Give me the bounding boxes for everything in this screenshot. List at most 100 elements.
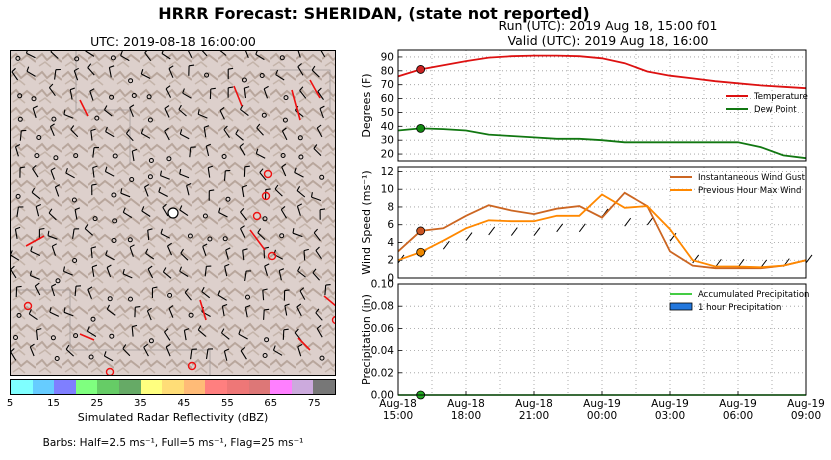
wind-barb-tick [228, 86, 234, 89]
barbs-note: Barbs: Half=2.5 ms⁻¹, Full=5 ms⁻¹, Flag=… [42, 437, 304, 449]
wind-barb-tick [209, 189, 215, 192]
y-axis-label: Wind Speed (ms⁻¹) [360, 170, 373, 274]
wind-barb-icon [273, 349, 283, 356]
calm-station-icon [280, 153, 286, 158]
colorbar-segment [183, 380, 206, 394]
wind-barb-icon [278, 270, 282, 281]
calm-station-icon [146, 94, 152, 100]
wind-barb-icon [221, 332, 230, 340]
wind-barb-icon [74, 209, 78, 220]
calm-station-icon [221, 154, 227, 159]
colorbar-segment [226, 380, 249, 394]
wind-barb-icon [90, 248, 93, 259]
wind-barb-tick [264, 308, 270, 311]
colorbar-tick: 5 [6, 398, 14, 409]
wind-barb-tick [219, 107, 225, 111]
wind-barb-tick [294, 328, 299, 334]
reflectivity-colorbar [10, 379, 336, 395]
wind-barb-tick [70, 125, 75, 130]
wind-barb-icon [106, 267, 112, 278]
wind-barb-icon [168, 68, 174, 78]
wind-barb-icon [205, 145, 210, 157]
wind-barb-tick [122, 268, 125, 275]
wind-barb-tick [228, 67, 234, 70]
series-line [397, 127, 807, 160]
wind-barb-tick [106, 264, 112, 268]
site-location-icon [167, 207, 179, 219]
x-tick-label: 21:00 [519, 410, 549, 422]
wind-barb-tick [292, 228, 295, 234]
wind-barb-icon [296, 206, 301, 216]
wind-barb-icon [91, 266, 95, 277]
wind-barb-icon [225, 249, 229, 260]
wind-barb-icon [147, 230, 150, 241]
calm-station-icon [15, 55, 21, 61]
wind-barb-tick [109, 65, 115, 69]
wind-barb-icon [89, 90, 94, 101]
calm-station-icon [17, 116, 23, 122]
wind-barb-tick [284, 303, 290, 307]
x-tick-label: Aug-18 [379, 398, 417, 410]
calm-station-icon [245, 294, 250, 300]
wind-barb-icon [465, 232, 473, 241]
calm-station-icon [225, 196, 231, 202]
wind-barb-tick [204, 125, 210, 128]
wind-barb-icon [165, 88, 172, 98]
y-tick-label: 0.02 [371, 367, 394, 379]
wind-barb-tick [263, 246, 270, 249]
wind-barb-icon [32, 168, 39, 178]
wind-barb-tick [280, 205, 286, 211]
wind-barb-tick [240, 225, 245, 230]
calm-station-icon [36, 135, 42, 140]
map-time-label: UTC: 2019-08-18 16:00:00 [90, 34, 256, 49]
wind-barb-icon [281, 166, 287, 177]
radar-map[interactable] [10, 50, 336, 376]
wind-barb-icon [197, 113, 208, 119]
wind-barb-icon [11, 71, 19, 81]
series-line [397, 54, 807, 90]
wind-barb-tick [184, 288, 189, 293]
wind-barb-tick [197, 325, 202, 331]
wind-barb-tick [168, 65, 174, 69]
wind-barb-icon [299, 290, 306, 300]
calm-station-icon [107, 296, 113, 302]
wind-barb-tick [297, 63, 302, 68]
x-tick-label: 15:00 [383, 410, 413, 422]
calm-station-icon [92, 216, 98, 222]
wind-barb-icon [26, 52, 36, 59]
wind-barb-icon [315, 250, 322, 260]
wind-barb-icon [48, 87, 56, 97]
legend-swatch [669, 302, 693, 311]
calm-station-icon [264, 337, 270, 343]
wind-barb-tick [265, 188, 271, 191]
calm-station-icon [16, 312, 22, 318]
x-tick-label: 18:00 [451, 410, 481, 422]
wind-barb-tick [313, 228, 319, 234]
wind-barb-icon [29, 346, 35, 357]
calm-station-icon [128, 296, 133, 302]
colorbar-segment [270, 380, 292, 394]
wind-barb-tick [164, 328, 169, 333]
calm-station-icon [55, 278, 61, 284]
wind-barb-tick [141, 206, 145, 212]
wind-barb-tick [92, 165, 98, 169]
wind-barb-tick [129, 104, 135, 109]
calm-station-icon [282, 117, 288, 123]
x-tick-label: Aug-18 [447, 398, 485, 410]
wind-barb-tick [299, 287, 305, 292]
y-tick-label: 80 [381, 65, 394, 77]
wind-barb-tick [144, 184, 150, 188]
wind-barb-icon [239, 146, 246, 156]
wind-barb-tick [122, 207, 126, 213]
wind-barb-icon [186, 185, 190, 196]
wind-barb-icon [51, 246, 57, 256]
wind-barb-tick [221, 328, 225, 334]
colorbar-segment [97, 380, 119, 394]
station-marker-icon [263, 169, 273, 179]
wind-barb-tick [125, 129, 130, 134]
wind-barb-icon [297, 346, 302, 357]
series-line [397, 193, 807, 269]
colorbar-segment [313, 380, 335, 394]
wind-barb-icon [54, 186, 60, 197]
